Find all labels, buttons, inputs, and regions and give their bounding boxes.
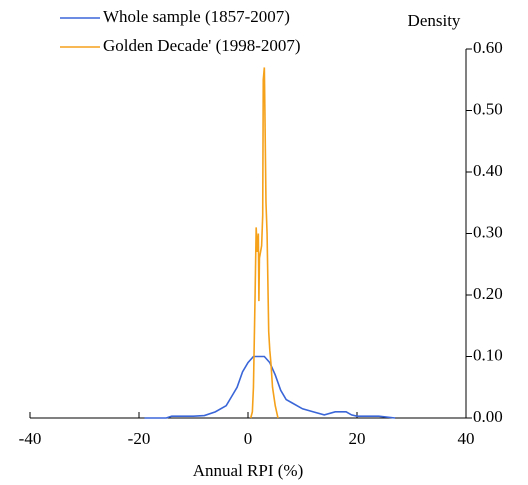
- x-axis-label: Annual RPI (%): [193, 461, 303, 480]
- y-tick-label: 0.50: [473, 99, 503, 118]
- x-tick-label: -40: [19, 429, 42, 448]
- x-tick-label: 40: [458, 429, 475, 448]
- x-tick-label: 20: [349, 429, 366, 448]
- x-tick-label: 0: [244, 429, 253, 448]
- y-axis-label: Density: [408, 11, 461, 30]
- y-tick-label: 0.60: [473, 38, 503, 57]
- x-tick-label: -20: [128, 429, 151, 448]
- y-tick-label: 0.20: [473, 284, 503, 303]
- legend-label: Golden Decade' (1998-2007): [103, 36, 301, 55]
- y-tick-label: 0.40: [473, 161, 503, 180]
- legend-label: Whole sample (1857-2007): [103, 7, 290, 26]
- series-line: [249, 67, 279, 419]
- series-line: [144, 355, 396, 419]
- y-tick-label: 0.10: [473, 345, 503, 364]
- y-tick-label: 0.30: [473, 222, 503, 241]
- y-tick-label: 0.00: [473, 407, 503, 426]
